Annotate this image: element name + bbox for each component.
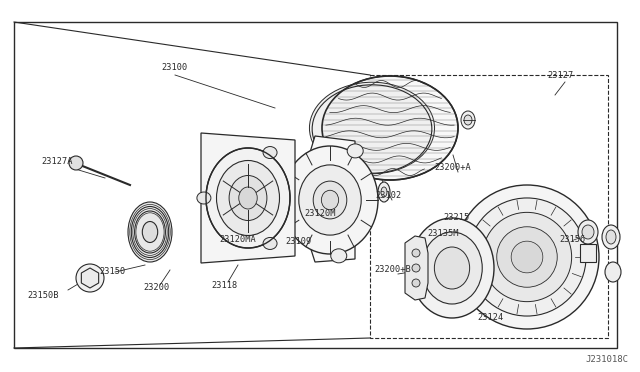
Text: 23120MA: 23120MA xyxy=(220,235,257,244)
Ellipse shape xyxy=(216,160,280,235)
Text: 23150B: 23150B xyxy=(28,292,59,301)
Ellipse shape xyxy=(464,115,472,125)
Polygon shape xyxy=(81,268,99,288)
Text: 23120M: 23120M xyxy=(304,209,336,218)
Ellipse shape xyxy=(321,190,339,210)
Text: 23109: 23109 xyxy=(285,237,311,247)
Ellipse shape xyxy=(69,156,83,170)
Text: 23156: 23156 xyxy=(559,235,585,244)
Ellipse shape xyxy=(347,144,364,158)
Polygon shape xyxy=(201,133,295,263)
Ellipse shape xyxy=(410,218,494,318)
Ellipse shape xyxy=(606,230,616,244)
Text: 23100: 23100 xyxy=(162,64,188,73)
Ellipse shape xyxy=(412,264,420,272)
Ellipse shape xyxy=(602,225,620,249)
Ellipse shape xyxy=(142,221,157,243)
Ellipse shape xyxy=(82,270,98,286)
Ellipse shape xyxy=(310,82,435,174)
Ellipse shape xyxy=(605,262,621,282)
Ellipse shape xyxy=(578,220,598,244)
Ellipse shape xyxy=(468,198,586,316)
Ellipse shape xyxy=(331,249,347,263)
Ellipse shape xyxy=(511,241,543,273)
Bar xyxy=(580,244,596,262)
Ellipse shape xyxy=(263,147,277,158)
Ellipse shape xyxy=(299,165,361,235)
Ellipse shape xyxy=(313,181,347,219)
Text: 23200+A: 23200+A xyxy=(435,164,472,173)
Text: 23200: 23200 xyxy=(144,283,170,292)
Ellipse shape xyxy=(322,76,458,180)
Ellipse shape xyxy=(378,182,390,202)
Text: 23124: 23124 xyxy=(477,314,503,323)
Ellipse shape xyxy=(206,148,290,248)
Ellipse shape xyxy=(381,187,387,197)
Ellipse shape xyxy=(229,176,267,221)
Polygon shape xyxy=(405,236,428,300)
Ellipse shape xyxy=(582,225,594,239)
Ellipse shape xyxy=(461,111,475,129)
Ellipse shape xyxy=(412,249,420,257)
Text: 23118: 23118 xyxy=(212,280,238,289)
Bar xyxy=(14,22,617,348)
Ellipse shape xyxy=(128,202,172,262)
Polygon shape xyxy=(300,136,355,262)
Ellipse shape xyxy=(455,185,599,329)
Text: 23127: 23127 xyxy=(547,71,573,80)
Text: J231018C: J231018C xyxy=(585,355,628,364)
Text: 23200+B: 23200+B xyxy=(374,266,412,275)
Bar xyxy=(370,75,608,338)
Text: 23150: 23150 xyxy=(99,267,125,276)
Text: 23135M: 23135M xyxy=(428,230,459,238)
Text: 23102: 23102 xyxy=(375,190,401,199)
Ellipse shape xyxy=(497,227,557,287)
Ellipse shape xyxy=(263,237,277,250)
Ellipse shape xyxy=(435,247,470,289)
Ellipse shape xyxy=(271,193,287,207)
Ellipse shape xyxy=(483,212,572,302)
Ellipse shape xyxy=(239,187,257,209)
Ellipse shape xyxy=(422,232,483,304)
Text: 23127A: 23127A xyxy=(41,157,73,167)
Ellipse shape xyxy=(197,192,211,204)
Ellipse shape xyxy=(76,264,104,292)
Text: 23215: 23215 xyxy=(443,214,469,222)
Ellipse shape xyxy=(412,279,420,287)
Ellipse shape xyxy=(282,146,378,254)
